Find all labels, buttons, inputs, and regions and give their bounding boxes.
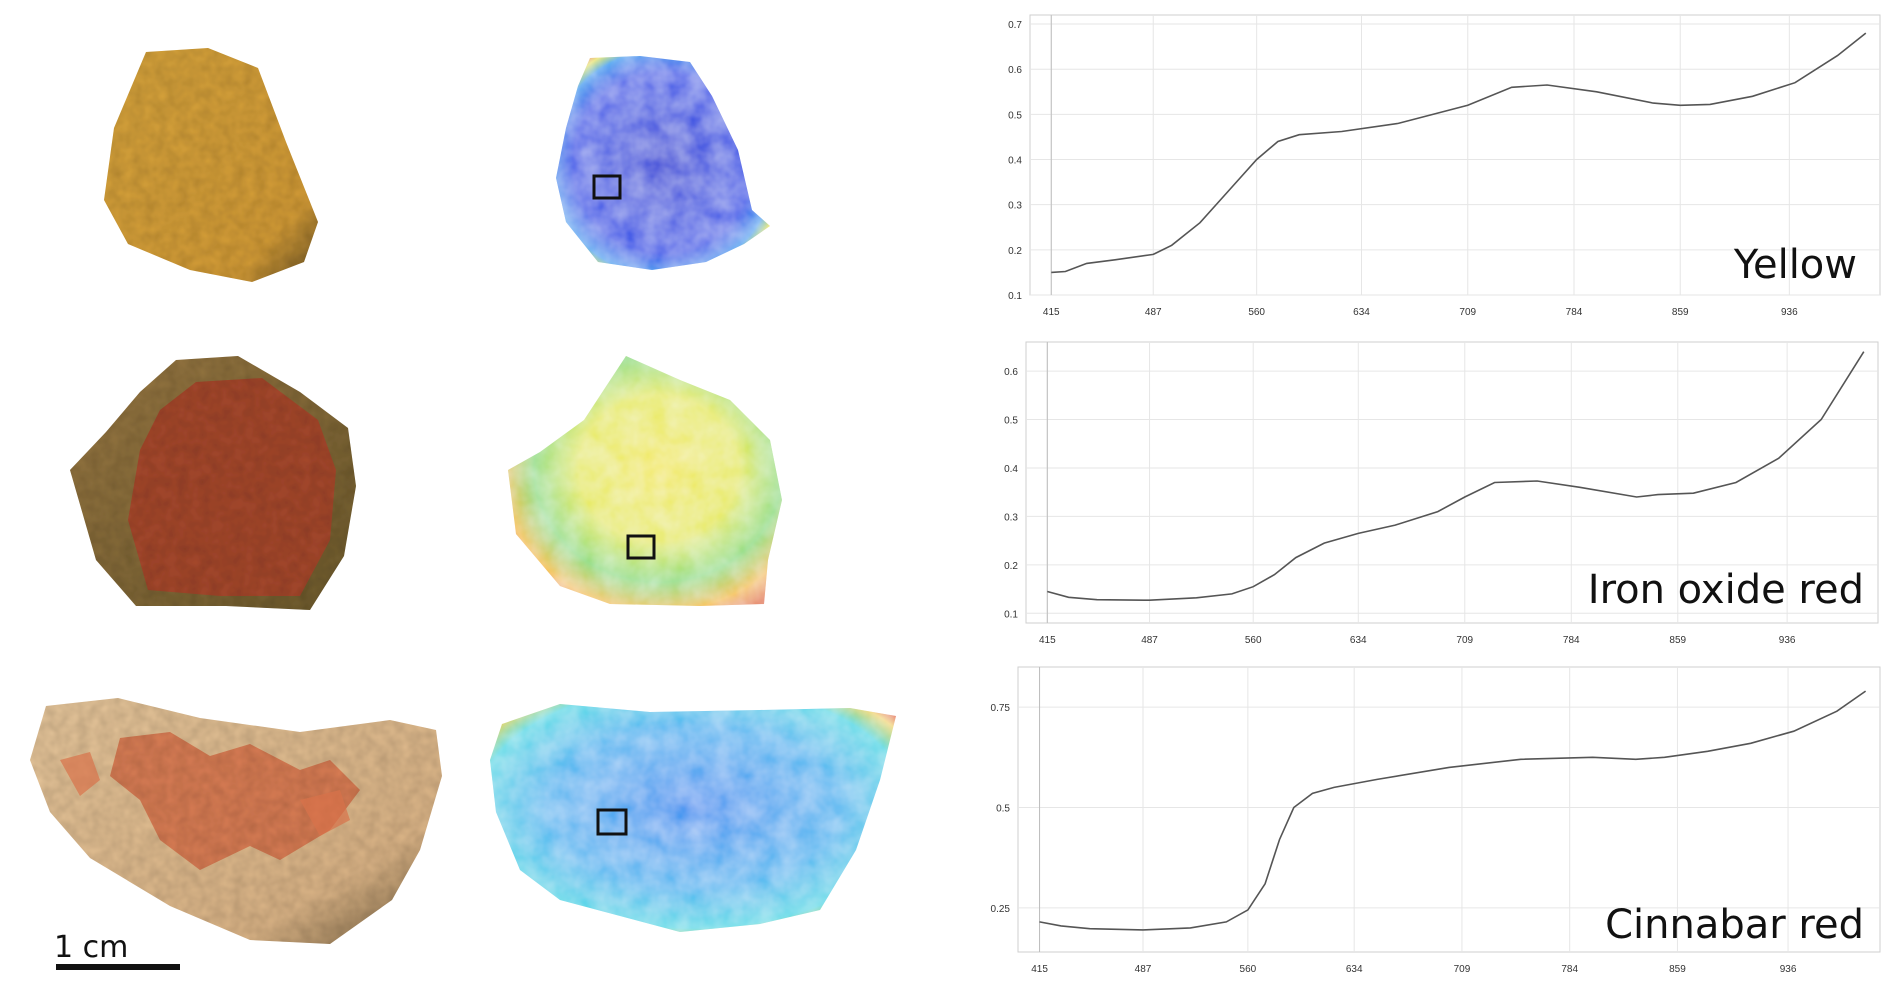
x-tick-label: 487 — [1141, 635, 1158, 646]
fragment-photo-yellow — [104, 48, 318, 282]
y-tick-label: 0.3 — [1004, 512, 1018, 523]
spectrum-curve — [1051, 32, 1867, 274]
spectrum-chart: 0.1 0.2 0.3 0.4 0.5 0.6 415 487 560 634 709 784 859 9… — [1004, 341, 1879, 646]
x-tick-label: 784 — [1566, 307, 1583, 318]
x-tick-label: 709 — [1454, 964, 1471, 975]
spectrum-chart: 0.1 0.2 0.3 0.4 0.5 0.6 0.7 415 487 560 634 709 784 8… — [1008, 14, 1881, 318]
x-tick-label: 784 — [1561, 964, 1578, 975]
spectra-charts: 0.1 0.2 0.3 0.4 0.5 0.6 0.7 415 487 560 634 709 784 8… — [991, 14, 1881, 975]
fragment-photo-cinnabar-red — [30, 698, 442, 944]
fragment-photo-iron-oxide-red — [70, 356, 356, 610]
pigment-label: Iron oxide red — [1588, 567, 1864, 613]
y-tick-label: 0.2 — [1004, 561, 1018, 572]
x-tick-label: 936 — [1779, 635, 1796, 646]
scale-bar: 1 cm — [54, 930, 180, 970]
pigment-label: Cinnabar red — [1605, 902, 1864, 948]
x-tick-label: 859 — [1672, 307, 1689, 318]
y-tick-label: 0.75 — [991, 703, 1011, 714]
y-tick-label: 0.5 — [996, 803, 1010, 814]
y-tick-label: 0.4 — [1008, 156, 1022, 167]
x-tick-label: 709 — [1456, 635, 1473, 646]
x-tick-label: 415 — [1039, 635, 1056, 646]
x-tick-label: 936 — [1781, 307, 1798, 318]
x-tick-label: 415 — [1031, 964, 1048, 975]
x-tick-label: 487 — [1135, 964, 1152, 975]
chart-frame — [1017, 666, 1881, 953]
y-tick-label: 0.5 — [1008, 110, 1022, 121]
x-tick-label: 634 — [1346, 964, 1363, 975]
y-tick-label: 0.1 — [1008, 291, 1022, 302]
y-tick-label: 0.6 — [1008, 65, 1022, 76]
x-tick-label: 859 — [1669, 635, 1686, 646]
heatmap-iron-oxide-red — [508, 356, 782, 606]
heatmap-yellow — [556, 56, 770, 270]
x-tick-label: 634 — [1353, 307, 1370, 318]
x-tick-label: 634 — [1350, 635, 1367, 646]
x-tick-label: 560 — [1248, 307, 1265, 318]
spectrum-curve — [1039, 690, 1867, 931]
heatmap-cinnabar-red — [490, 704, 896, 932]
x-tick-label: 560 — [1240, 964, 1257, 975]
y-tick-label: 0.4 — [1004, 464, 1018, 475]
y-tick-label: 0.5 — [1004, 416, 1018, 427]
x-tick-label: 415 — [1043, 307, 1060, 318]
x-tick-label: 859 — [1669, 964, 1686, 975]
y-tick-label: 0.6 — [1004, 367, 1018, 378]
pigment-label: Yellow — [1733, 242, 1857, 288]
y-tick-label: 0.1 — [1004, 609, 1018, 620]
x-tick-label: 560 — [1245, 635, 1262, 646]
y-tick-label: 0.2 — [1008, 246, 1022, 257]
y-tick-label: 0.7 — [1008, 20, 1022, 31]
roi-box-yellow — [592, 174, 622, 200]
x-tick-label: 487 — [1145, 307, 1162, 318]
chart-frame — [1029, 14, 1881, 296]
y-tick-label: 0.25 — [991, 904, 1011, 915]
x-tick-label: 936 — [1780, 964, 1797, 975]
x-tick-label: 784 — [1563, 635, 1580, 646]
x-tick-label: 709 — [1459, 307, 1476, 318]
y-tick-label: 0.3 — [1008, 201, 1022, 212]
roi-box-cinnabar-red — [596, 808, 628, 836]
scale-bar-label: 1 cm — [54, 930, 128, 965]
spectrum-chart: 0.25 0.5 0.75 415 487 560 634 709 784 859 936 Cinna… — [991, 666, 1881, 975]
spectrum-curve — [1047, 351, 1865, 602]
roi-box-iron-oxide-red — [626, 534, 656, 560]
